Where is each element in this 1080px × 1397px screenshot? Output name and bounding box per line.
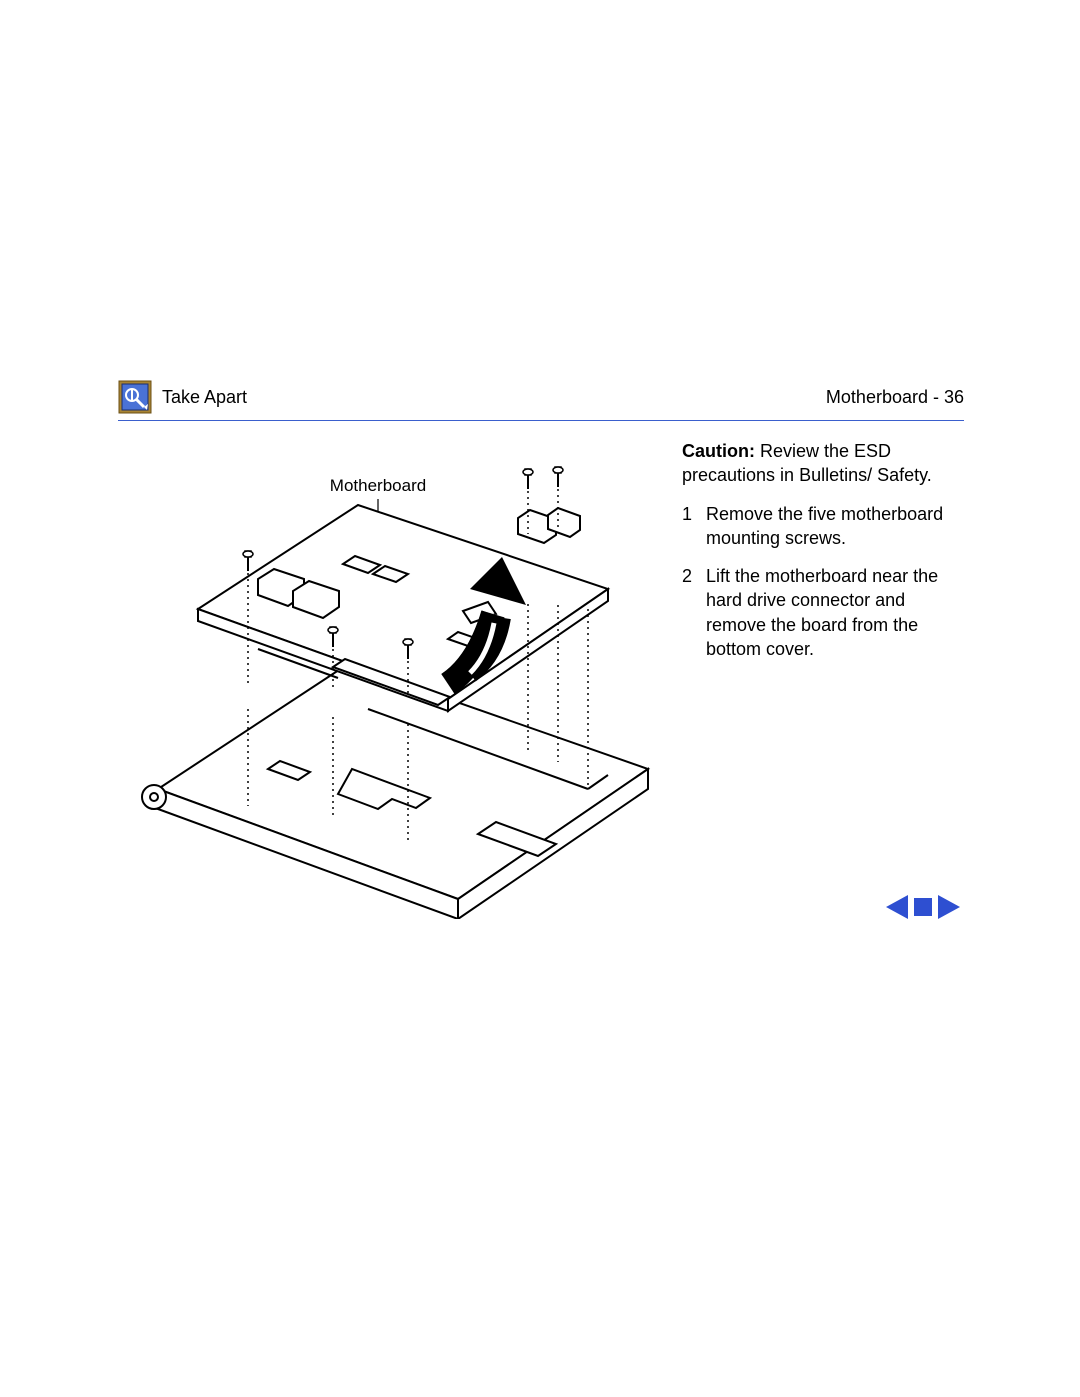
- page-header: Take Apart Motherboard - 36: [118, 380, 964, 414]
- step-2: 2 Lift the motherboard near the hard dri…: [682, 564, 962, 661]
- step-text: Lift the motherboard near the hard drive…: [706, 564, 962, 661]
- header-rule: [118, 420, 964, 421]
- step-text: Remove the five motherboard mounting scr…: [706, 502, 962, 551]
- step-number: 1: [682, 502, 706, 551]
- figure: Motherboard Hard Drive Connector: [118, 439, 658, 919]
- nav-controls: [886, 895, 960, 924]
- stop-button[interactable]: [914, 898, 932, 921]
- disassembly-icon: [118, 380, 152, 414]
- next-page-button[interactable]: [938, 895, 960, 924]
- section-title: Take Apart: [162, 387, 247, 408]
- caution-label: Caution:: [682, 441, 755, 461]
- prev-page-button[interactable]: [886, 895, 908, 924]
- step-1: 1 Remove the five motherboard mounting s…: [682, 502, 962, 551]
- caution-block: Caution: Review the ESD precautions in B…: [682, 439, 962, 488]
- instruction-text: Caution: Review the ESD precautions in B…: [682, 439, 962, 919]
- step-number: 2: [682, 564, 706, 661]
- label-motherboard: Motherboard: [330, 476, 426, 495]
- page-title: Motherboard - 36: [826, 387, 964, 408]
